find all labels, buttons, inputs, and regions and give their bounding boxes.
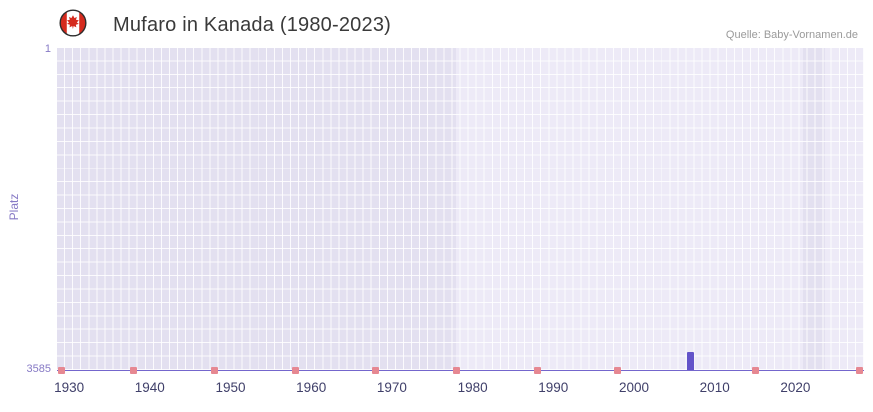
x-tick-label: 1930: [54, 380, 85, 395]
canada-flag-icon: [59, 9, 87, 37]
no-data-marker: [533, 367, 541, 374]
plot-band: [57, 48, 457, 370]
plot-area: [57, 48, 864, 374]
no-data-marker: [291, 367, 299, 374]
chart-title: Mufaro in Kanada (1980-2023): [113, 14, 392, 36]
no-data-marker: [57, 367, 65, 374]
rank-bar-2007[interactable]: [686, 351, 695, 370]
y-axis-max-label: 1: [44, 43, 51, 55]
plot-band: [803, 48, 826, 370]
y-axis-title: Platz: [7, 193, 21, 221]
source-attribution: Quelle: Baby-Vornamen.de: [725, 29, 858, 41]
no-data-marker: [614, 367, 622, 374]
x-tick-label: 1960: [296, 380, 327, 395]
x-tick-label: 1970: [376, 380, 407, 395]
x-tick-label: 1950: [215, 380, 246, 395]
no-data-marker: [210, 367, 218, 374]
x-tick-label: 1940: [134, 380, 165, 395]
chart-header: Mufaro in Kanada (1980-2023) Quelle: Bab…: [0, 0, 873, 48]
no-data-marker: [856, 367, 864, 374]
x-tick-label: 2010: [699, 380, 730, 395]
x-axis-tick-labels: 1930 1940 1950 1960 1970 1980 1990 2000 2010 2020: [54, 380, 864, 400]
x-tick-label: 1980: [457, 380, 488, 395]
no-data-marker: [372, 367, 380, 374]
no-data-marker: [130, 367, 138, 374]
no-data-marker: [452, 367, 460, 374]
x-axis-line: [57, 370, 864, 371]
x-tick-label: 1990: [538, 380, 569, 395]
no-data-marker: [751, 367, 759, 374]
y-axis-min-label: 3585: [26, 363, 51, 375]
x-tick-label: 2000: [618, 380, 650, 395]
x-tick-label: 2020: [780, 380, 811, 395]
